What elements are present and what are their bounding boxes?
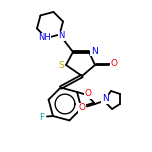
Text: NH: NH xyxy=(38,33,51,42)
Text: S: S xyxy=(58,60,64,69)
Text: F: F xyxy=(39,112,45,121)
Text: N: N xyxy=(91,47,97,55)
Text: N: N xyxy=(58,31,65,40)
Text: O: O xyxy=(79,104,86,112)
Text: N: N xyxy=(102,95,108,104)
Text: O: O xyxy=(111,59,117,69)
Text: O: O xyxy=(85,90,92,98)
